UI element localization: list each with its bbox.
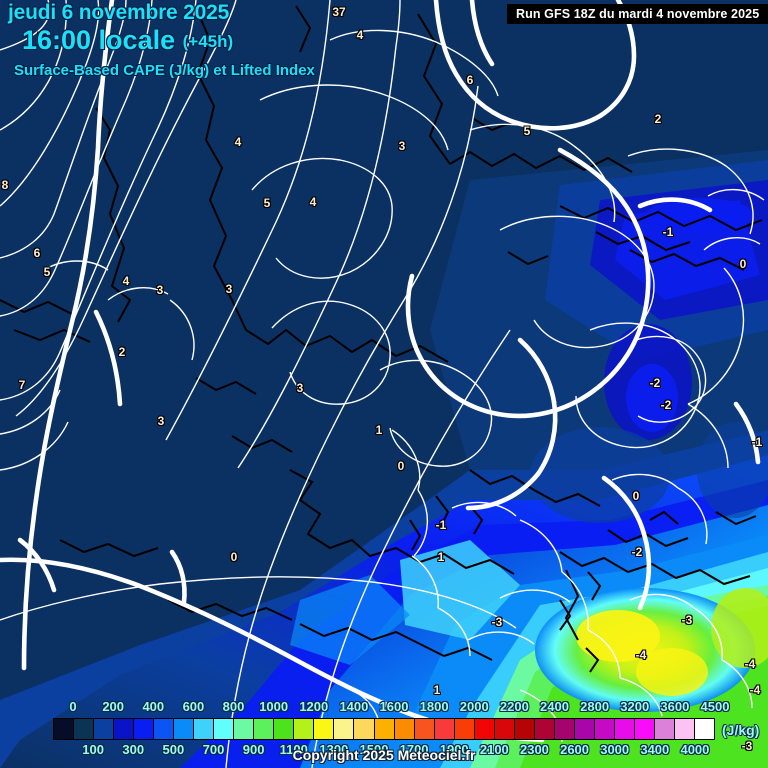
meteociel-cape-map-screenshot: 737465243854-1065433273-2-231-1000-11-2-… [0,0,768,768]
forecast-date: jeudi 6 novembre 2025 [8,2,315,23]
colorbar-swatch [535,719,555,739]
colorbar-swatch [134,719,154,739]
colorbar-label-top: 800 [223,699,245,714]
forecast-lead-time: (+45h) [183,32,234,51]
colorbar-label-bottom: 2600 [560,742,589,757]
colorbar-swatch [575,719,595,739]
colorbar-label-bottom: 3400 [640,742,669,757]
colorbar-units: (J/kg) [722,722,759,738]
colorbar-label-top: 2200 [500,699,529,714]
colorbar-label-top: 3200 [620,699,649,714]
colorbar-label-top: 3600 [660,699,689,714]
colorbar-label-top: 0 [69,699,76,714]
colorbar-swatch [515,719,535,739]
colorbar-swatch [675,719,695,739]
colorbar-swatch [354,719,374,739]
colorbar-swatch [94,719,114,739]
model-run-info: Run GFS 18Z du mardi 4 novembre 2025 [507,4,768,24]
colorbar-swatch [475,719,495,739]
colorbar-swatch [274,719,294,739]
colorbar-label-top: 2800 [580,699,609,714]
colorbar-label-bottom: 2100 [480,742,509,757]
weather-map[interactable]: 737465243854-1065433273-2-231-1000-11-2-… [0,0,768,768]
map-canvas [0,0,768,768]
colorbar-swatch [555,719,575,739]
copyright-notice: Copyright 2025 Meteociel.fr [293,747,476,763]
colorbar-label-bottom: 100 [82,742,104,757]
colorbar-swatch [455,719,475,739]
colorbar-label-top: 1800 [420,699,449,714]
colorbar-swatch [174,719,194,739]
colorbar-label-top: 2400 [540,699,569,714]
colorbar-swatch [74,719,94,739]
colorbar-swatch [655,719,675,739]
colorbar-swatch [375,719,395,739]
colorbar-swatch [615,719,635,739]
colorbar-label-bottom: 900 [243,742,265,757]
colorbar-swatch [695,719,714,739]
colorbar-label-bottom: 3000 [600,742,629,757]
forecast-time-line: 16:00 locale (+45h) [22,27,315,54]
colorbar-label-top: 1000 [259,699,288,714]
colorbar-swatch [595,719,615,739]
colorbar-swatch [214,719,234,739]
colorbar-label-top: 1400 [339,699,368,714]
colorbar-label-bottom: 500 [163,742,185,757]
colorbar-swatch [415,719,435,739]
colorbar-swatch [635,719,655,739]
colorbar-label-top: 400 [142,699,164,714]
colorbar-swatch [54,719,74,739]
colorbar-label-top: 1600 [380,699,409,714]
colorbar-label-bottom: 700 [203,742,225,757]
colorbar-swatch [154,719,174,739]
colorbar-label-top: 1200 [299,699,328,714]
product-title: Surface-Based CAPE (J/kg) et Lifted Inde… [14,63,315,78]
colorbar-label-top: 4500 [701,699,730,714]
colorbar-label-bottom: 4000 [680,742,709,757]
colorbar-swatch [234,719,254,739]
colorbar-swatch [254,719,274,739]
colorbar-label-bottom: 2300 [520,742,549,757]
colorbar-label-top: 200 [102,699,124,714]
map-title-block: jeudi 6 novembre 2025 16:00 locale (+45h… [8,2,315,78]
forecast-time: 16:00 locale [22,25,175,55]
colorbar-swatch [495,719,515,739]
colorbar-swatch [114,719,134,739]
color-scale-legend: 0 200 400 600 800 1000 1200 1400 1600 1800 2000 220… [0,694,768,768]
colorbar-swatch [294,719,314,739]
colorbar-swatch [194,719,214,739]
colorbar-swatch [314,719,334,739]
colorbar-label-top: 600 [183,699,205,714]
colorbar[interactable] [53,718,715,740]
colorbar-swatch [395,719,415,739]
colorbar-swatch [435,719,455,739]
colorbar-swatch [334,719,354,739]
colorbar-label-bottom: 300 [122,742,144,757]
colorbar-label-top: 2000 [460,699,489,714]
